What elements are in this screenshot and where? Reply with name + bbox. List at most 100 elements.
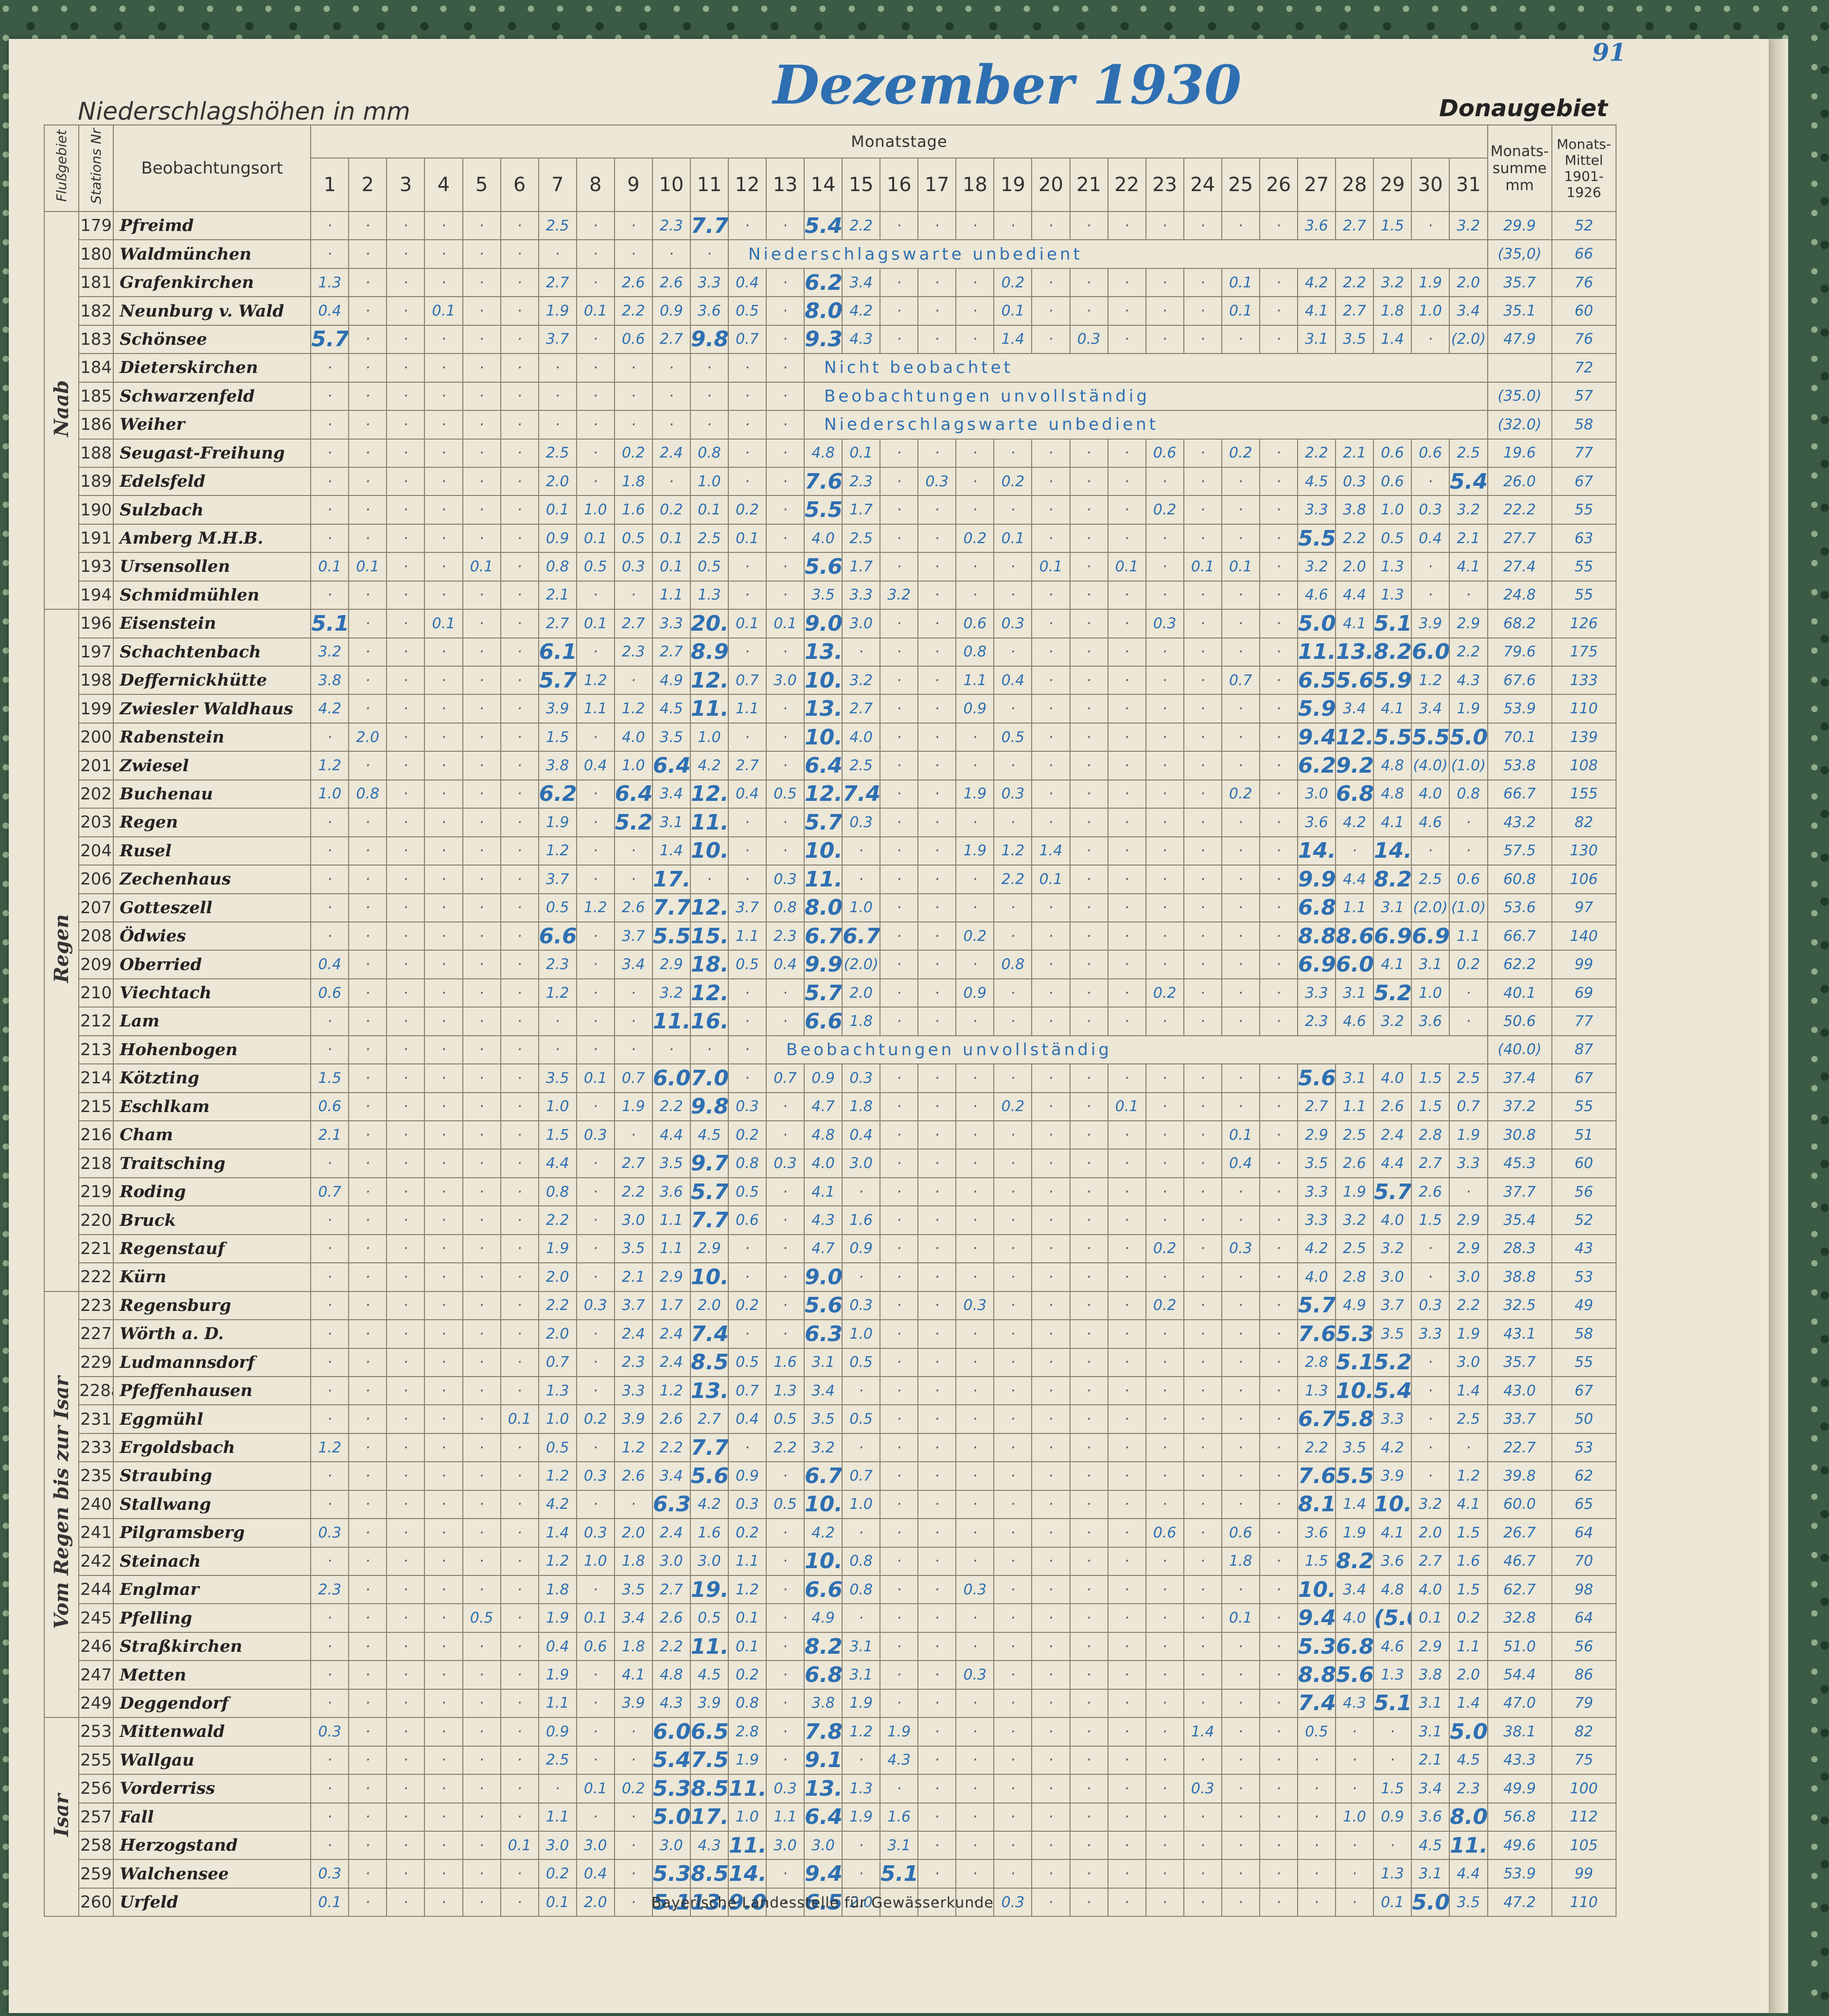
station-number: 204 <box>78 836 114 866</box>
day-cell: · <box>614 410 653 440</box>
day-cell: · <box>1145 1319 1184 1349</box>
day-cell: · <box>424 211 463 241</box>
river-region-label: Isar <box>43 1717 80 1917</box>
day-cell: · <box>993 1631 1033 1662</box>
day-cell: · <box>917 694 957 724</box>
day-cell: 20.4 <box>689 609 729 638</box>
day-cell: · <box>500 865 539 894</box>
day-cell: · <box>651 466 691 496</box>
day-cell: 1.5 <box>1411 1063 1450 1093</box>
day-cell: 7.8 <box>804 1717 843 1747</box>
day-cell: 0.1 <box>424 609 463 638</box>
day-cell: · <box>1031 1660 1071 1690</box>
day-cell: 4.0 <box>1411 1574 1450 1605</box>
day-header: 14 <box>804 158 843 212</box>
day-cell: · <box>1145 1717 1184 1747</box>
day-cell: 5.5 <box>1373 722 1412 752</box>
station-row: Isar 253 Mittenwald 0.3 · · · · · 0.9 · · 6.0 6.5 2.8 ·… <box>43 1717 1617 1917</box>
day-cell: 0.1 <box>576 609 615 638</box>
day-cell: · <box>917 1234 957 1264</box>
day-cell: · <box>1107 1688 1146 1718</box>
day-cell: 4.2 <box>538 1489 577 1520</box>
day-cell: · <box>1297 1774 1336 1804</box>
day-cell: · <box>614 865 653 894</box>
month-mean: 55 <box>1551 580 1617 610</box>
day-cell: · <box>1183 609 1222 638</box>
day-cell: · <box>348 1347 387 1377</box>
day-cell: 6.7 <box>804 1461 843 1491</box>
day-cell: 3.6 <box>1411 1007 1450 1036</box>
month-mean: 139 <box>1551 722 1617 752</box>
day-cell: · <box>1031 1859 1071 1889</box>
month-mean: 53 <box>1551 1432 1617 1463</box>
day-cell: · <box>500 1177 539 1207</box>
day-cell: · <box>1031 1063 1071 1093</box>
day-cell: 2.2 <box>842 211 881 241</box>
day-cell: 5.2 <box>1373 978 1412 1008</box>
day-cell: 1.9 <box>955 779 995 809</box>
day-cell: 12.9 <box>689 893 729 922</box>
day-cell: 3.9 <box>538 694 577 724</box>
day-cell: · <box>879 466 919 496</box>
day-cell: · <box>955 1063 995 1093</box>
day-cell: · <box>766 1546 805 1576</box>
day-cell: 9.7 <box>689 1149 729 1178</box>
day-cell: 2.3 <box>1297 1007 1336 1036</box>
day-cell: · <box>766 1688 805 1718</box>
day-cell: 3.7 <box>614 1291 653 1321</box>
day-cell: 2.6 <box>1373 1092 1412 1122</box>
day-cell: 1.1 <box>1335 893 1374 922</box>
day-cell: 14.2 <box>1297 836 1336 866</box>
day-cell: · <box>348 1035 387 1065</box>
day-cell: 5.5 <box>1297 523 1336 553</box>
day-cell: · <box>386 1830 425 1860</box>
day-cell: · <box>1031 1007 1071 1036</box>
day-cell: · <box>1069 1347 1108 1377</box>
day-cell: · <box>1411 1376 1450 1406</box>
day-cell: 3.0 <box>842 1149 881 1178</box>
day-cell: · <box>348 1432 387 1463</box>
day-cell: · <box>1145 1461 1184 1491</box>
day-cell: · <box>462 637 501 667</box>
station-row: 188 Seugast-Freihung · · · · · · 2.5 · 0.2 2.4 0.8 · ·… <box>44 438 1617 468</box>
day-cell: · <box>386 1887 425 1917</box>
day-cell: · <box>1259 552 1298 582</box>
day-cell: · <box>1031 1461 1071 1491</box>
day-cell: 2.2 <box>538 1291 577 1321</box>
month-mean: 99 <box>1551 1859 1617 1889</box>
day-cell: · <box>1107 1432 1146 1463</box>
month-mean: 106 <box>1551 865 1617 894</box>
day-cell: · <box>310 1802 350 1832</box>
month-sum: 19.6 <box>1487 438 1552 468</box>
day-cell: 0.1 <box>1183 552 1222 582</box>
month-mean: 99 <box>1551 950 1617 979</box>
station-row: 203Regen······1.9·5.23.111.1··5.70.3····… <box>44 808 1617 837</box>
day-cell: 5.5 <box>651 921 691 951</box>
day-cell: · <box>500 211 539 241</box>
day-cell: · <box>1183 637 1222 667</box>
day-cell: · <box>766 1859 805 1889</box>
day-cell: · <box>917 1745 957 1775</box>
day-cell: 12.7 <box>804 779 843 809</box>
day-cell: · <box>1259 1461 1298 1491</box>
day-cell: 3.0 <box>804 1830 843 1860</box>
day-cell: · <box>1449 836 1488 866</box>
day-cell: · <box>310 1376 350 1406</box>
day-cell: · <box>879 1461 919 1491</box>
station-row: 235 Straubing · · · · · · 1.2 0.3 2.6 3.4 5.6 0.9 · 6.7… <box>44 1461 1617 1491</box>
station-row: 198 Deffernickhütte 3.8 · · · · · 5.7 1.2 · 4.9 12. 0… <box>44 665 1617 695</box>
day-cell: · <box>917 1205 957 1235</box>
day-cell: · <box>1183 1489 1222 1520</box>
day-cell: · <box>1411 1432 1450 1463</box>
day-cell: 5.6 <box>1335 665 1374 695</box>
station-name: Schönsee <box>113 324 312 354</box>
day-cell: 6.9 <box>1373 921 1412 951</box>
day-cell: · <box>386 1489 425 1520</box>
day-cell: · <box>955 1461 995 1491</box>
day-cell: · <box>1183 722 1222 752</box>
month-sum: 22.7 <box>1487 1432 1552 1463</box>
day-cell: · <box>993 1319 1033 1349</box>
day-cell: · <box>917 523 957 553</box>
day-cell: · <box>1221 211 1260 241</box>
station-row: 197 Schachtenbach 3.2 · · · · · 6.1 · 2.3 2.7 8.9 · · 1… <box>44 637 1617 667</box>
